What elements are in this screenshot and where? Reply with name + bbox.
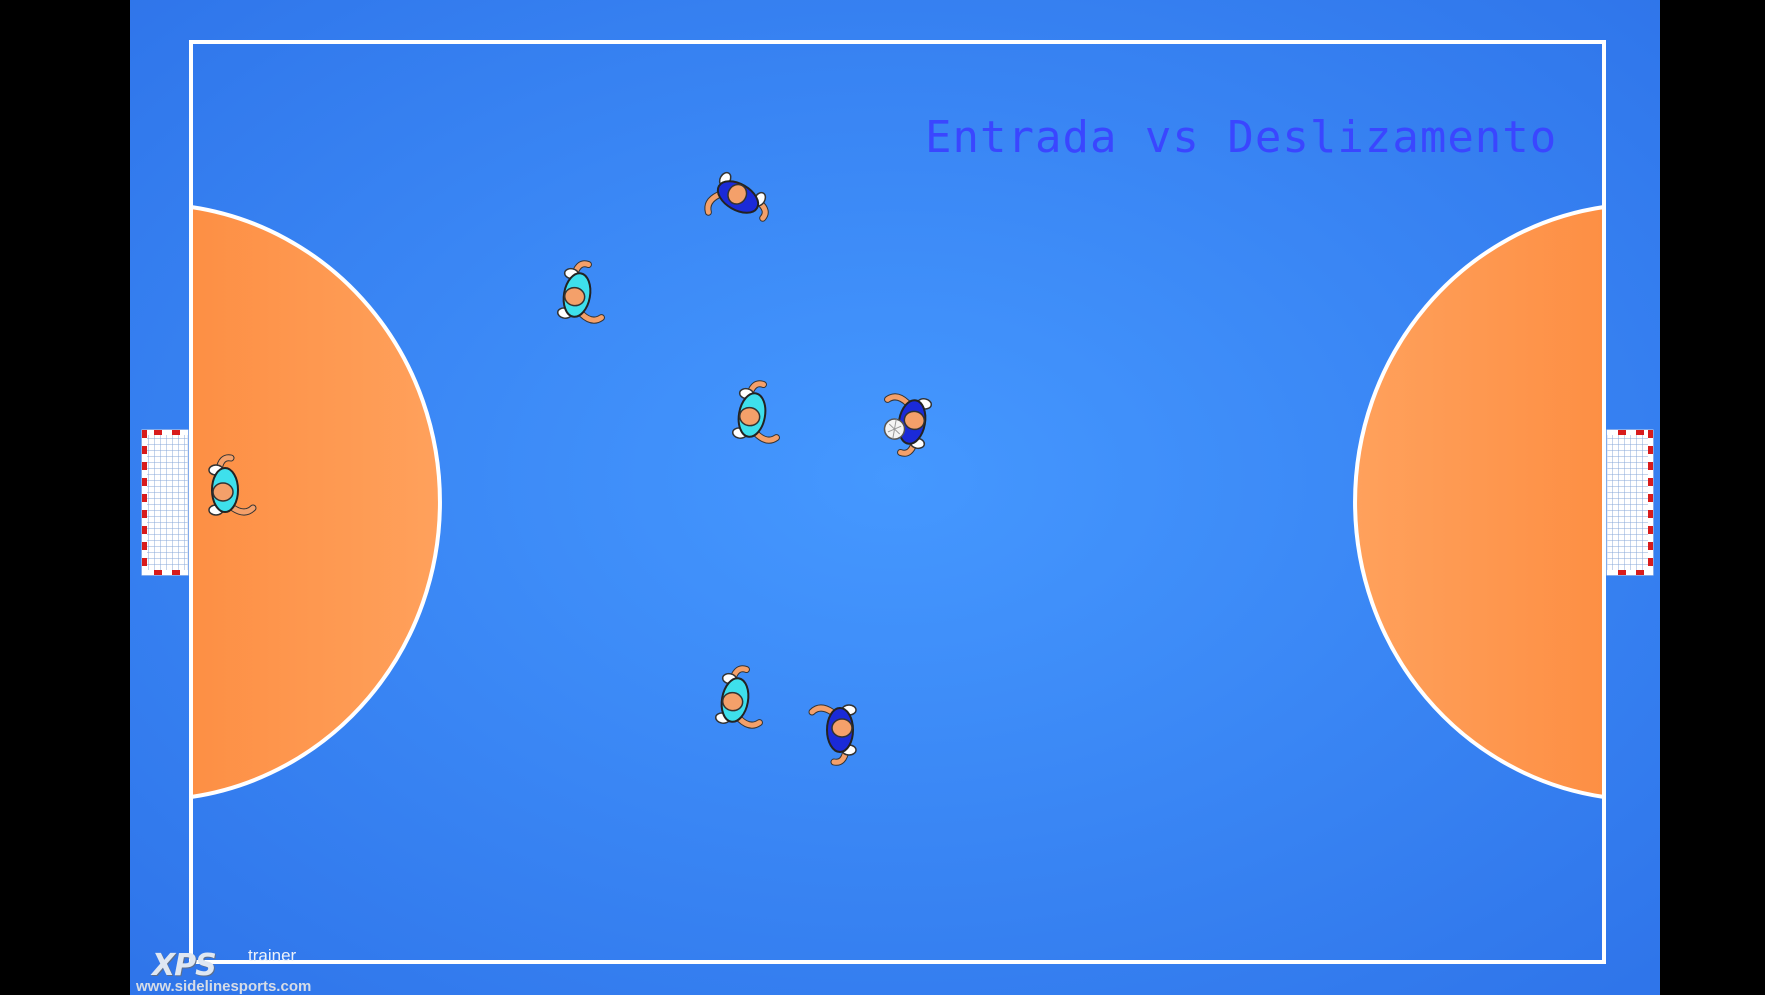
player-topdown-icon[interactable] [879, 393, 933, 457]
goal-net-icon [1606, 429, 1654, 576]
futsal-court [130, 0, 1660, 995]
tactics-board[interactable]: Entrada vs Deslizamento [130, 0, 1660, 995]
left-penalty-area [189, 204, 442, 800]
right-penalty-area [1353, 204, 1606, 800]
player-topdown-icon[interactable] [208, 454, 257, 516]
player-topdown-icon[interactable] [731, 380, 785, 444]
board-title: Entrada vs Deslizamento [925, 112, 1558, 163]
player-topdown-icon[interactable] [714, 665, 768, 729]
court-boundary [189, 40, 1606, 964]
brand-url: www.sidelinesports.com [136, 978, 312, 995]
brand-watermark: XPS trainer www.sidelinesports.com [134, 942, 364, 995]
brand-logo: XPS [152, 948, 217, 983]
brand-sub: trainer [248, 946, 297, 965]
players-layer [208, 171, 933, 766]
player-topdown-icon[interactable] [702, 171, 774, 238]
player-topdown-icon[interactable] [556, 260, 610, 324]
futsal-ball-icon[interactable] [883, 417, 906, 440]
player-topdown-icon[interactable] [808, 704, 857, 766]
goal-net-icon [141, 429, 189, 576]
